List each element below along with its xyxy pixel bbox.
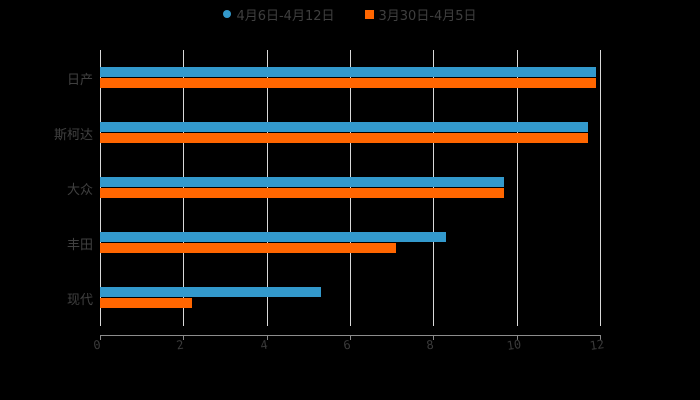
bar-series-1[interactable] — [100, 177, 505, 187]
bar-series-2[interactable] — [100, 188, 505, 198]
x-tick — [100, 335, 101, 340]
bar-series-2[interactable] — [100, 133, 588, 143]
gridline — [516, 50, 518, 326]
x-tick-label: 12 — [588, 337, 606, 353]
legend-label: 3月30日-4月5日 — [378, 8, 477, 24]
x-tick — [183, 335, 185, 340]
bar-series-1[interactable] — [100, 122, 588, 132]
bar-series-1[interactable] — [100, 287, 321, 297]
x-tick — [266, 335, 268, 340]
bar-series-2[interactable] — [100, 298, 192, 308]
bar-series-2[interactable] — [100, 243, 396, 253]
bar-series-2[interactable] — [100, 78, 596, 88]
x-tick — [433, 335, 435, 340]
legend-item-series-1[interactable]: 4月6日-4月12日 — [223, 4, 335, 24]
y-category-label: 大众 — [66, 183, 93, 198]
legend-item-series-2[interactable]: 3月30日-4月5日 — [364, 4, 477, 24]
x-tick-label: 10 — [505, 337, 522, 353]
x-tick-label: 4 — [259, 337, 269, 353]
y-category-label: 丰田 — [66, 238, 93, 253]
x-tick — [350, 335, 351, 340]
gridline — [600, 50, 601, 326]
bar-series-1[interactable] — [100, 232, 446, 242]
x-tick — [600, 335, 601, 340]
x-tick — [516, 335, 518, 340]
bar-series-1[interactable] — [100, 67, 596, 77]
y-category-label: 斯柯达 — [53, 128, 93, 143]
chart-legend: 4月6日-4月12日 3月30日-4月5日 — [0, 4, 700, 24]
legend-swatch-square-icon — [364, 9, 374, 19]
y-category-label: 现代 — [66, 293, 93, 308]
y-category-label: 日产 — [66, 73, 93, 88]
legend-swatch-circle-icon — [223, 10, 232, 18]
legend-label: 4月6日-4月12日 — [236, 8, 335, 24]
